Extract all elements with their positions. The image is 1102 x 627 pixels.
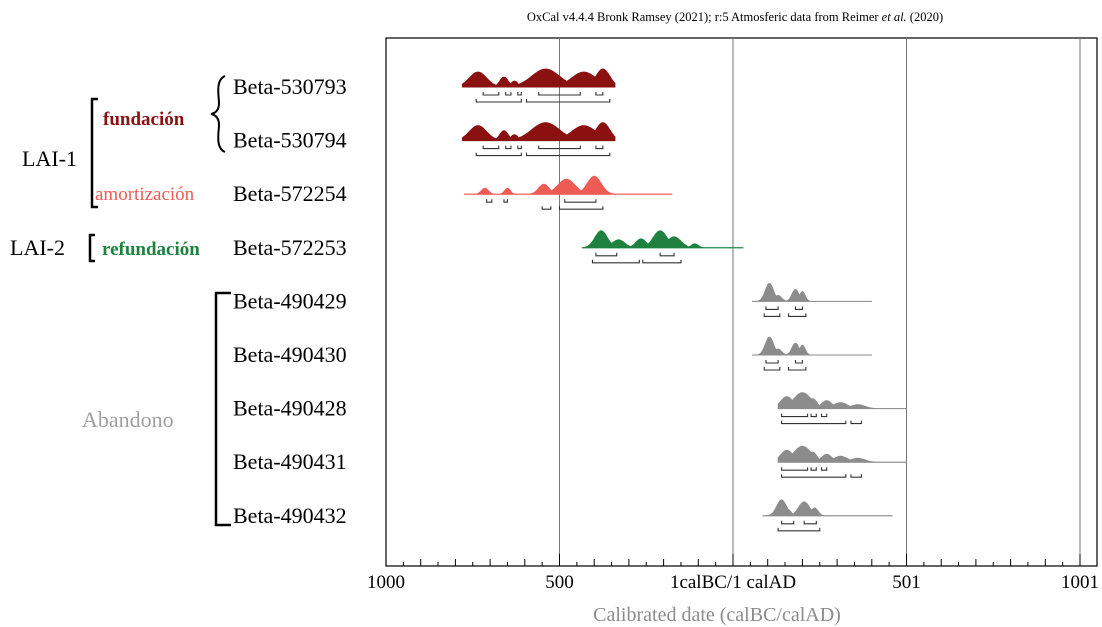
- hpd68-bracket: [538, 145, 581, 150]
- hpd95-bracket: [525, 152, 611, 157]
- hpd95-bracket: [763, 367, 781, 371]
- hpd68-bracket: [482, 145, 500, 150]
- sample-label: Beta-490429: [233, 288, 347, 313]
- hpd95-bracket: [787, 367, 807, 371]
- hpd68-bracket: [820, 467, 828, 471]
- group-label-lai1: LAI-1: [22, 146, 77, 171]
- hpd68-bracket: [765, 306, 779, 310]
- density-layer: [461, 68, 907, 517]
- hpd95-bracket: [525, 99, 611, 103]
- density-beta-490429: [752, 282, 872, 302]
- sample-label: Beta-530794: [233, 128, 347, 153]
- hpd95-bracket: [475, 152, 522, 157]
- hpd68-bracket: [765, 360, 779, 364]
- hpd95-bracket: [642, 259, 682, 264]
- brace-fundacion: [210, 75, 226, 153]
- x-axis-title: Calibrated date (calBC/calAD): [593, 604, 841, 626]
- x-tick-label: 1000: [367, 572, 405, 593]
- x-tick-label: 1001: [1061, 572, 1099, 593]
- density-beta-530793: [461, 68, 616, 88]
- hpd68-bracket: [517, 145, 522, 150]
- bracket-abandono: [214, 291, 231, 527]
- hpd68-bracket: [505, 92, 512, 96]
- density-beta-530794: [461, 122, 616, 141]
- group-label-abandono: Abandono: [82, 407, 174, 432]
- hpd95-bracket: [541, 206, 552, 210]
- x-tick-labels: 1000 500 1calBC/1 calAD 501 1001: [367, 572, 1099, 593]
- hpd95-bracket: [558, 206, 604, 210]
- hpd95-bracket: [591, 259, 640, 264]
- density-beta-490432: [762, 499, 893, 517]
- hpd68-bracket: [659, 252, 675, 257]
- hpd68-bracket: [794, 360, 803, 364]
- hpd95-bracket: [475, 99, 522, 103]
- x-tick-label: 501: [892, 572, 921, 593]
- hpd95-bracket: [781, 474, 847, 478]
- sample-label: Beta-490428: [233, 396, 347, 421]
- hpd68-bracket: [810, 467, 817, 471]
- density-beta-490431: [777, 445, 907, 463]
- density-beta-490428: [777, 392, 907, 409]
- sample-label: Beta-490432: [233, 503, 347, 528]
- sample-label: Beta-572253: [233, 235, 347, 260]
- bracket-lai2: [88, 233, 95, 263]
- hpd95-bracket: [777, 527, 821, 532]
- hpd68-bracket: [517, 92, 522, 96]
- chart-header: OxCal v4.4.4 Bronk Ramsey (2021); r:5 At…: [527, 10, 943, 24]
- hpd68-bracket: [564, 199, 597, 203]
- sample-label: Beta-490431: [233, 449, 347, 474]
- hpd68-bracket: [595, 252, 618, 257]
- x-tick-label: 500: [545, 572, 574, 593]
- plot-frame: [385, 37, 1098, 567]
- hpd68-bracket: [781, 413, 809, 418]
- sample-label: Beta-530793: [233, 74, 347, 99]
- hpd95-bracket: [850, 420, 862, 425]
- hpd95-bracket: [781, 420, 847, 425]
- hpd95-bracket: [763, 313, 781, 317]
- hpd68-bracket: [505, 145, 512, 150]
- hpd95-bracket: [787, 313, 807, 317]
- hpd68-bracket: [781, 467, 809, 471]
- group-label-fundacion: fundación: [103, 109, 185, 130]
- hpd68-bracket: [803, 520, 817, 525]
- hpd68-bracket: [595, 145, 604, 150]
- group-label-lai2: LAI-2: [10, 235, 65, 260]
- hpd68-bracket: [486, 199, 493, 203]
- hpd68-bracket: [794, 306, 803, 310]
- gridlines: [559, 38, 1081, 566]
- hpd68-bracket: [538, 92, 581, 96]
- density-beta-572254: [464, 175, 673, 195]
- hpd68-bracket: [482, 92, 500, 96]
- density-beta-490430: [752, 336, 872, 356]
- hpd-layer: [475, 92, 862, 532]
- hpd68-bracket: [595, 92, 604, 96]
- sample-label: Beta-572254: [233, 181, 347, 206]
- density-beta-572253: [581, 230, 744, 249]
- group-label-refundacion: refundación: [102, 239, 200, 260]
- hpd68-bracket: [820, 413, 828, 418]
- hpd68-bracket: [810, 413, 817, 418]
- sample-labels: Beta-530793 Beta-530794 Beta-572254 Beta-57…: [233, 74, 347, 528]
- hpd68-bracket: [503, 199, 508, 203]
- x-ticks: [385, 554, 1081, 566]
- x-tick-label: 1calBC/1 calAD: [670, 572, 796, 593]
- bracket-lai1: [90, 97, 98, 209]
- sample-label: Beta-490430: [233, 342, 347, 367]
- hpd95-bracket: [850, 474, 862, 478]
- hpd68-bracket: [781, 520, 795, 525]
- group-label-amortizacion: amortización: [95, 184, 195, 205]
